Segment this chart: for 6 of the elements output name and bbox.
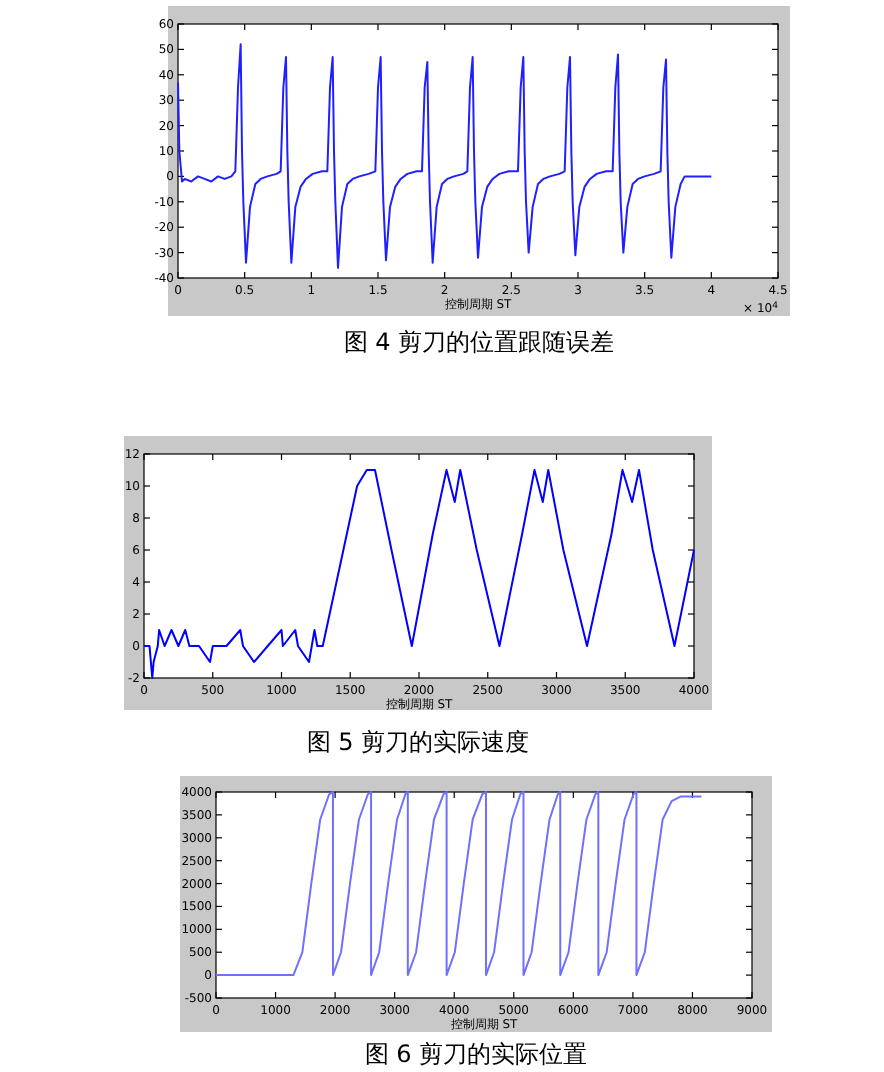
text: 图 6 剪刀的实际位置 (364, 1040, 588, 1068)
line-series (215, 791, 703, 977)
line-series (177, 43, 713, 269)
text: 图 5 剪刀的实际速度 (306, 728, 530, 756)
text: 图 4 剪刀的位置跟随误差 (343, 328, 615, 356)
line-series (143, 469, 695, 679)
